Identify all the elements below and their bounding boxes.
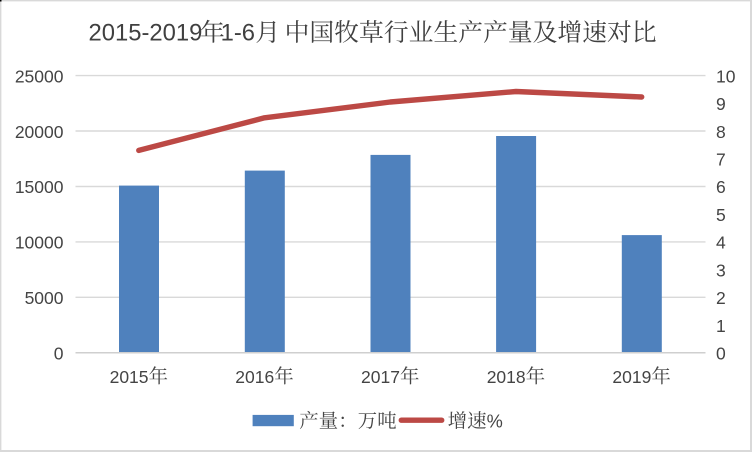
svg-text:8: 8 xyxy=(716,122,726,142)
svg-text:7: 7 xyxy=(716,150,726,170)
svg-text:6: 6 xyxy=(716,177,726,197)
svg-text:0: 0 xyxy=(54,344,64,364)
svg-text:2: 2 xyxy=(716,288,726,308)
svg-text:2018: 2018 xyxy=(487,367,526,387)
svg-text:5000: 5000 xyxy=(25,288,64,308)
svg-text:2017: 2017 xyxy=(361,367,400,387)
svg-text:3: 3 xyxy=(716,260,726,280)
svg-text:10: 10 xyxy=(716,66,736,86)
svg-text:9: 9 xyxy=(716,94,726,114)
svg-text:25000: 25000 xyxy=(15,66,64,86)
svg-text:2015: 2015 xyxy=(110,367,149,387)
svg-text:1: 1 xyxy=(716,316,726,336)
svg-text:2019: 2019 xyxy=(612,367,651,387)
svg-text:0: 0 xyxy=(716,344,726,364)
svg-text:5: 5 xyxy=(716,205,726,225)
svg-text:%: % xyxy=(487,412,503,432)
svg-text:4: 4 xyxy=(716,233,726,253)
svg-text:1-6: 1-6 xyxy=(221,19,255,46)
svg-text:2015-2019: 2015-2019 xyxy=(89,19,203,46)
svg-text:20000: 20000 xyxy=(15,122,64,142)
svg-text:15000: 15000 xyxy=(15,177,64,197)
svg-text:10000: 10000 xyxy=(15,233,64,253)
svg-text:2016: 2016 xyxy=(235,367,274,387)
